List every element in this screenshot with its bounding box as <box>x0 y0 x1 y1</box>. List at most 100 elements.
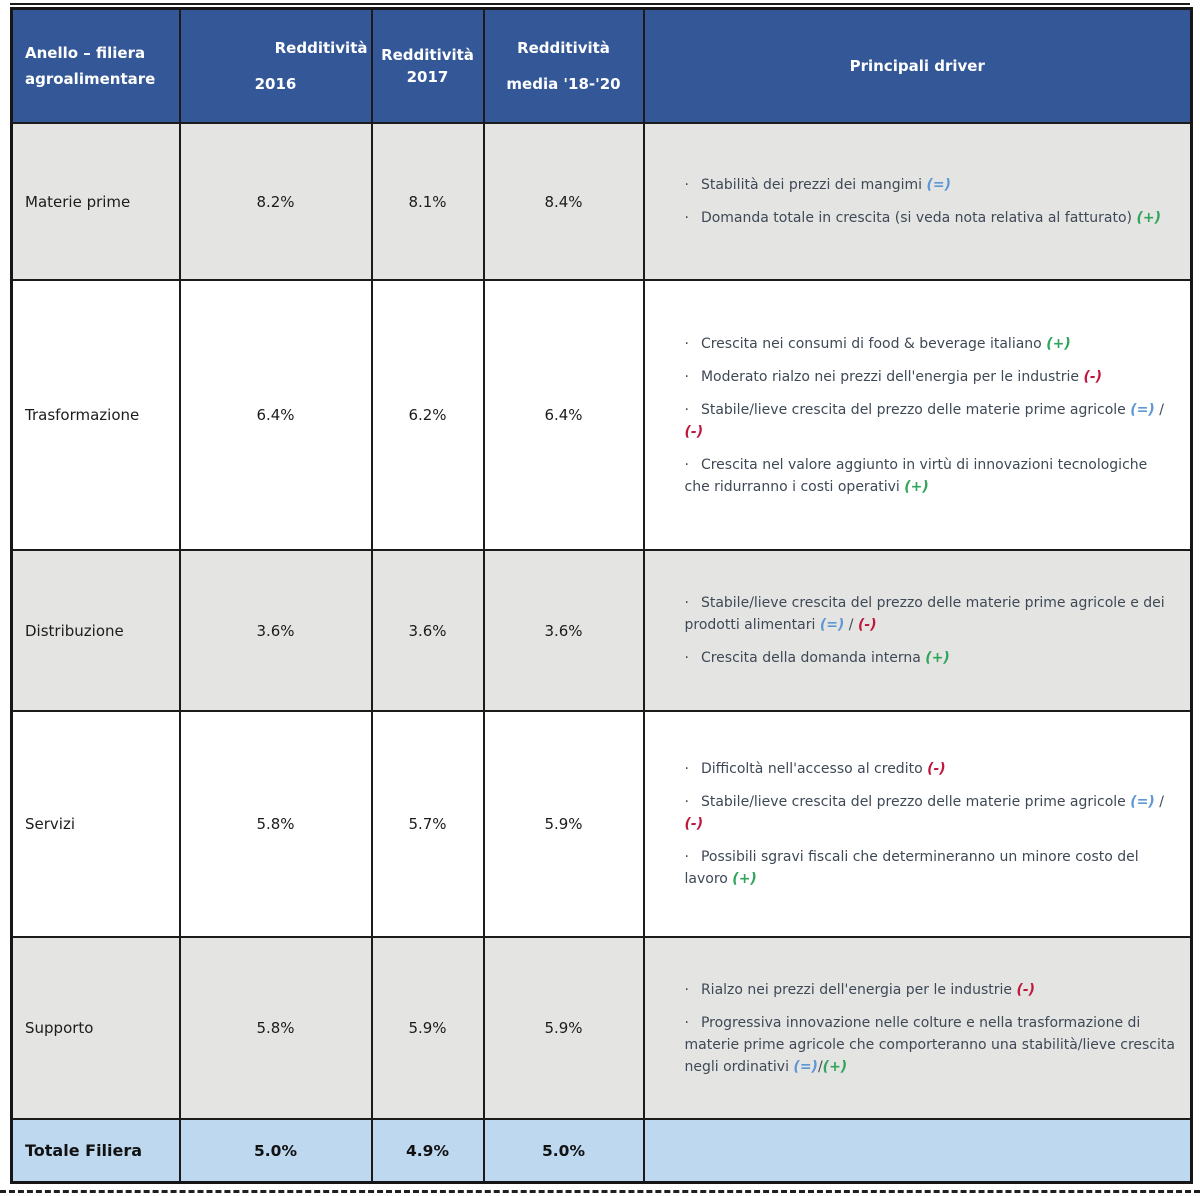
table-row-servizi: Servizi 5.8% 5.7% 5.9% · Difficoltà nell'… <box>10 710 1193 938</box>
driver-text: Crescita nel valore aggiunto in virtù di… <box>684 456 1148 495</box>
drivers-cell: · Difficoltà nell'accesso al credito (-) ·… <box>642 710 1193 938</box>
header-2016-line2: 2016 <box>254 75 297 93</box>
table-row-supporto: Supporto 5.8% 5.9% 5.9% · Rialzo nei prez… <box>10 936 1193 1120</box>
row-label: Trasformazione <box>10 279 181 551</box>
value-2016: 6.4% <box>178 279 373 551</box>
plus-symbol: (+) <box>822 1058 848 1075</box>
bullet-icon: · <box>684 177 689 193</box>
page-bottom-rule <box>0 1190 1200 1196</box>
driver-text: / <box>844 617 858 633</box>
plus-symbol: (+) <box>1136 210 1161 226</box>
value-2017: 5.9% <box>370 936 485 1120</box>
header-2017-line1: Redditività <box>381 46 474 64</box>
driver-item: · Moderato rialzo nei prezzi dell'energia… <box>685 366 1177 388</box>
bullet-icon: · <box>684 849 689 865</box>
bullet-icon: · <box>684 368 689 385</box>
value-2017: 6.2% <box>370 279 485 551</box>
driver-item: · Domanda totale in crescita (si veda not… <box>685 207 1177 229</box>
driver-item: · Stabilità dei prezzi dei mangimi (=) <box>685 174 1177 196</box>
header-redditivita-media: Redditività media '18-'20 <box>482 7 645 124</box>
drivers-cell: · Stabilità dei prezzi dei mangimi (=) · Do… <box>642 122 1193 281</box>
driver-text: Crescita della domanda interna <box>700 650 926 666</box>
value-media: 5.9% <box>482 936 645 1120</box>
driver-text: Stabilità dei prezzi dei mangimi <box>700 177 927 193</box>
value-media: 8.4% <box>482 122 645 281</box>
driver-text: Progressiva innovazione nelle colture e … <box>684 1014 1175 1075</box>
driver-text: Stabile/lieve crescita del prezzo delle … <box>700 401 1131 418</box>
value-2017: 5.7% <box>370 710 485 938</box>
value-2016: 5.8% <box>178 710 373 938</box>
drivers-cell: · Stabile/lieve crescita del prezzo delle… <box>642 549 1193 712</box>
header-2016-line1: Redditività <box>274 39 368 57</box>
eq-symbol: (=) <box>1130 401 1155 418</box>
driver-text: Stabile/lieve crescita del prezzo delle … <box>684 595 1165 633</box>
bullet-icon: · <box>684 595 689 611</box>
header-anello-line2: agroalimentare <box>25 70 156 88</box>
driver-item: · Possibili sgravi fiscali che determiner… <box>685 846 1177 890</box>
driver-text: / <box>1154 794 1164 810</box>
bullet-icon: · <box>684 1014 689 1031</box>
header-row: Anello – filiera agroalimentare Redditiv… <box>10 7 1193 124</box>
bullet-icon: · <box>684 456 689 473</box>
driver-text: Difficoltà nell'accesso al credito <box>700 761 928 777</box>
header-media-line2: media '18-'20 <box>506 75 621 93</box>
header-principali-driver: Principali driver <box>642 7 1193 124</box>
value-2016: 5.8% <box>178 936 373 1120</box>
drivers-cell: · Crescita nei consumi di food & beverage… <box>642 279 1193 551</box>
eq-symbol: (=) <box>793 1058 818 1075</box>
header-redditivita-2017: Redditività 2017 <box>370 7 485 124</box>
header-anello: Anello – filiera agroalimentare <box>10 7 181 124</box>
header-anello-line1: Anello – filiera <box>25 44 146 62</box>
driver-text: / <box>1154 401 1164 418</box>
minus-symbol: (-) <box>1083 368 1103 385</box>
row-label: Supporto <box>10 936 181 1120</box>
driver-item: · Stabile/lieve crescita del prezzo delle… <box>685 592 1177 636</box>
minus-symbol: (-) <box>1016 981 1036 998</box>
driver-text: Possibili sgravi fiscali che determinera… <box>684 849 1139 887</box>
driver-text: Moderato rialzo nei prezzi dell'energia … <box>700 368 1084 385</box>
eq-symbol: (=) <box>926 177 952 193</box>
eq-symbol: (=) <box>1130 794 1155 810</box>
plus-symbol: (+) <box>925 650 950 666</box>
plus-symbol: (+) <box>732 871 757 887</box>
table-row-trasformazione: Trasformazione 6.4% 6.2% 6.4% · Crescita … <box>10 279 1193 551</box>
plus-symbol: (+) <box>904 478 929 495</box>
bullet-icon: · <box>684 650 689 666</box>
row-label: Materie prime <box>10 122 181 281</box>
value-2017: 8.1% <box>370 122 485 281</box>
total-drivers-empty-cell <box>642 1118 1193 1184</box>
driver-text: Crescita nei consumi di food & beverage … <box>700 335 1047 352</box>
driver-text: / <box>817 1058 823 1075</box>
bullet-icon: · <box>684 794 689 810</box>
value-media: 6.4% <box>482 279 645 551</box>
driver-item: · Crescita nei consumi di food & beverage… <box>685 333 1177 355</box>
total-value-2016: 5.0% <box>178 1118 373 1184</box>
minus-symbol: (-) <box>927 761 946 777</box>
driver-item: · Crescita della domanda interna (+) <box>685 647 1177 669</box>
table-row-totale-filiera: Totale Filiera 5.0% 4.9% 5.0% <box>10 1118 1193 1184</box>
header-2017-line2: 2017 <box>406 68 449 86</box>
driver-item: · Progressiva innovazione nelle colture e… <box>685 1012 1177 1078</box>
driver-text: Domanda totale in crescita (si veda nota… <box>700 210 1137 226</box>
driver-item: · Stabile/lieve crescita del prezzo delle… <box>685 399 1177 443</box>
table-row-materie-prime: Materie prime 8.2% 8.1% 8.4% · Stabilità … <box>10 122 1193 281</box>
total-label: Totale Filiera <box>10 1118 181 1184</box>
row-label: Servizi <box>10 710 181 938</box>
value-2017: 3.6% <box>370 549 485 712</box>
bullet-icon: · <box>684 210 689 226</box>
driver-text: Rialzo nei prezzi dell'energia per le in… <box>700 981 1017 998</box>
value-media: 5.9% <box>482 710 645 938</box>
header-redditivita-2016: Redditività 2016 <box>178 7 373 124</box>
table-top-rule <box>10 3 1190 7</box>
driver-item: · Stabile/lieve crescita del prezzo delle… <box>685 791 1177 835</box>
row-label: Distribuzione <box>10 549 181 712</box>
bullet-icon: · <box>684 981 689 998</box>
total-value-2017: 4.9% <box>370 1118 485 1184</box>
minus-symbol: (-) <box>857 617 877 633</box>
eq-symbol: (=) <box>819 617 845 633</box>
driver-item: · Crescita nel valore aggiunto in virtù d… <box>685 454 1177 498</box>
table-row-distribuzione: Distribuzione 3.6% 3.6% 3.6% · Stabile/li… <box>10 549 1193 712</box>
total-value-media: 5.0% <box>482 1118 645 1184</box>
header-media-line1: Redditività <box>517 39 610 57</box>
plus-symbol: (+) <box>1046 335 1071 352</box>
